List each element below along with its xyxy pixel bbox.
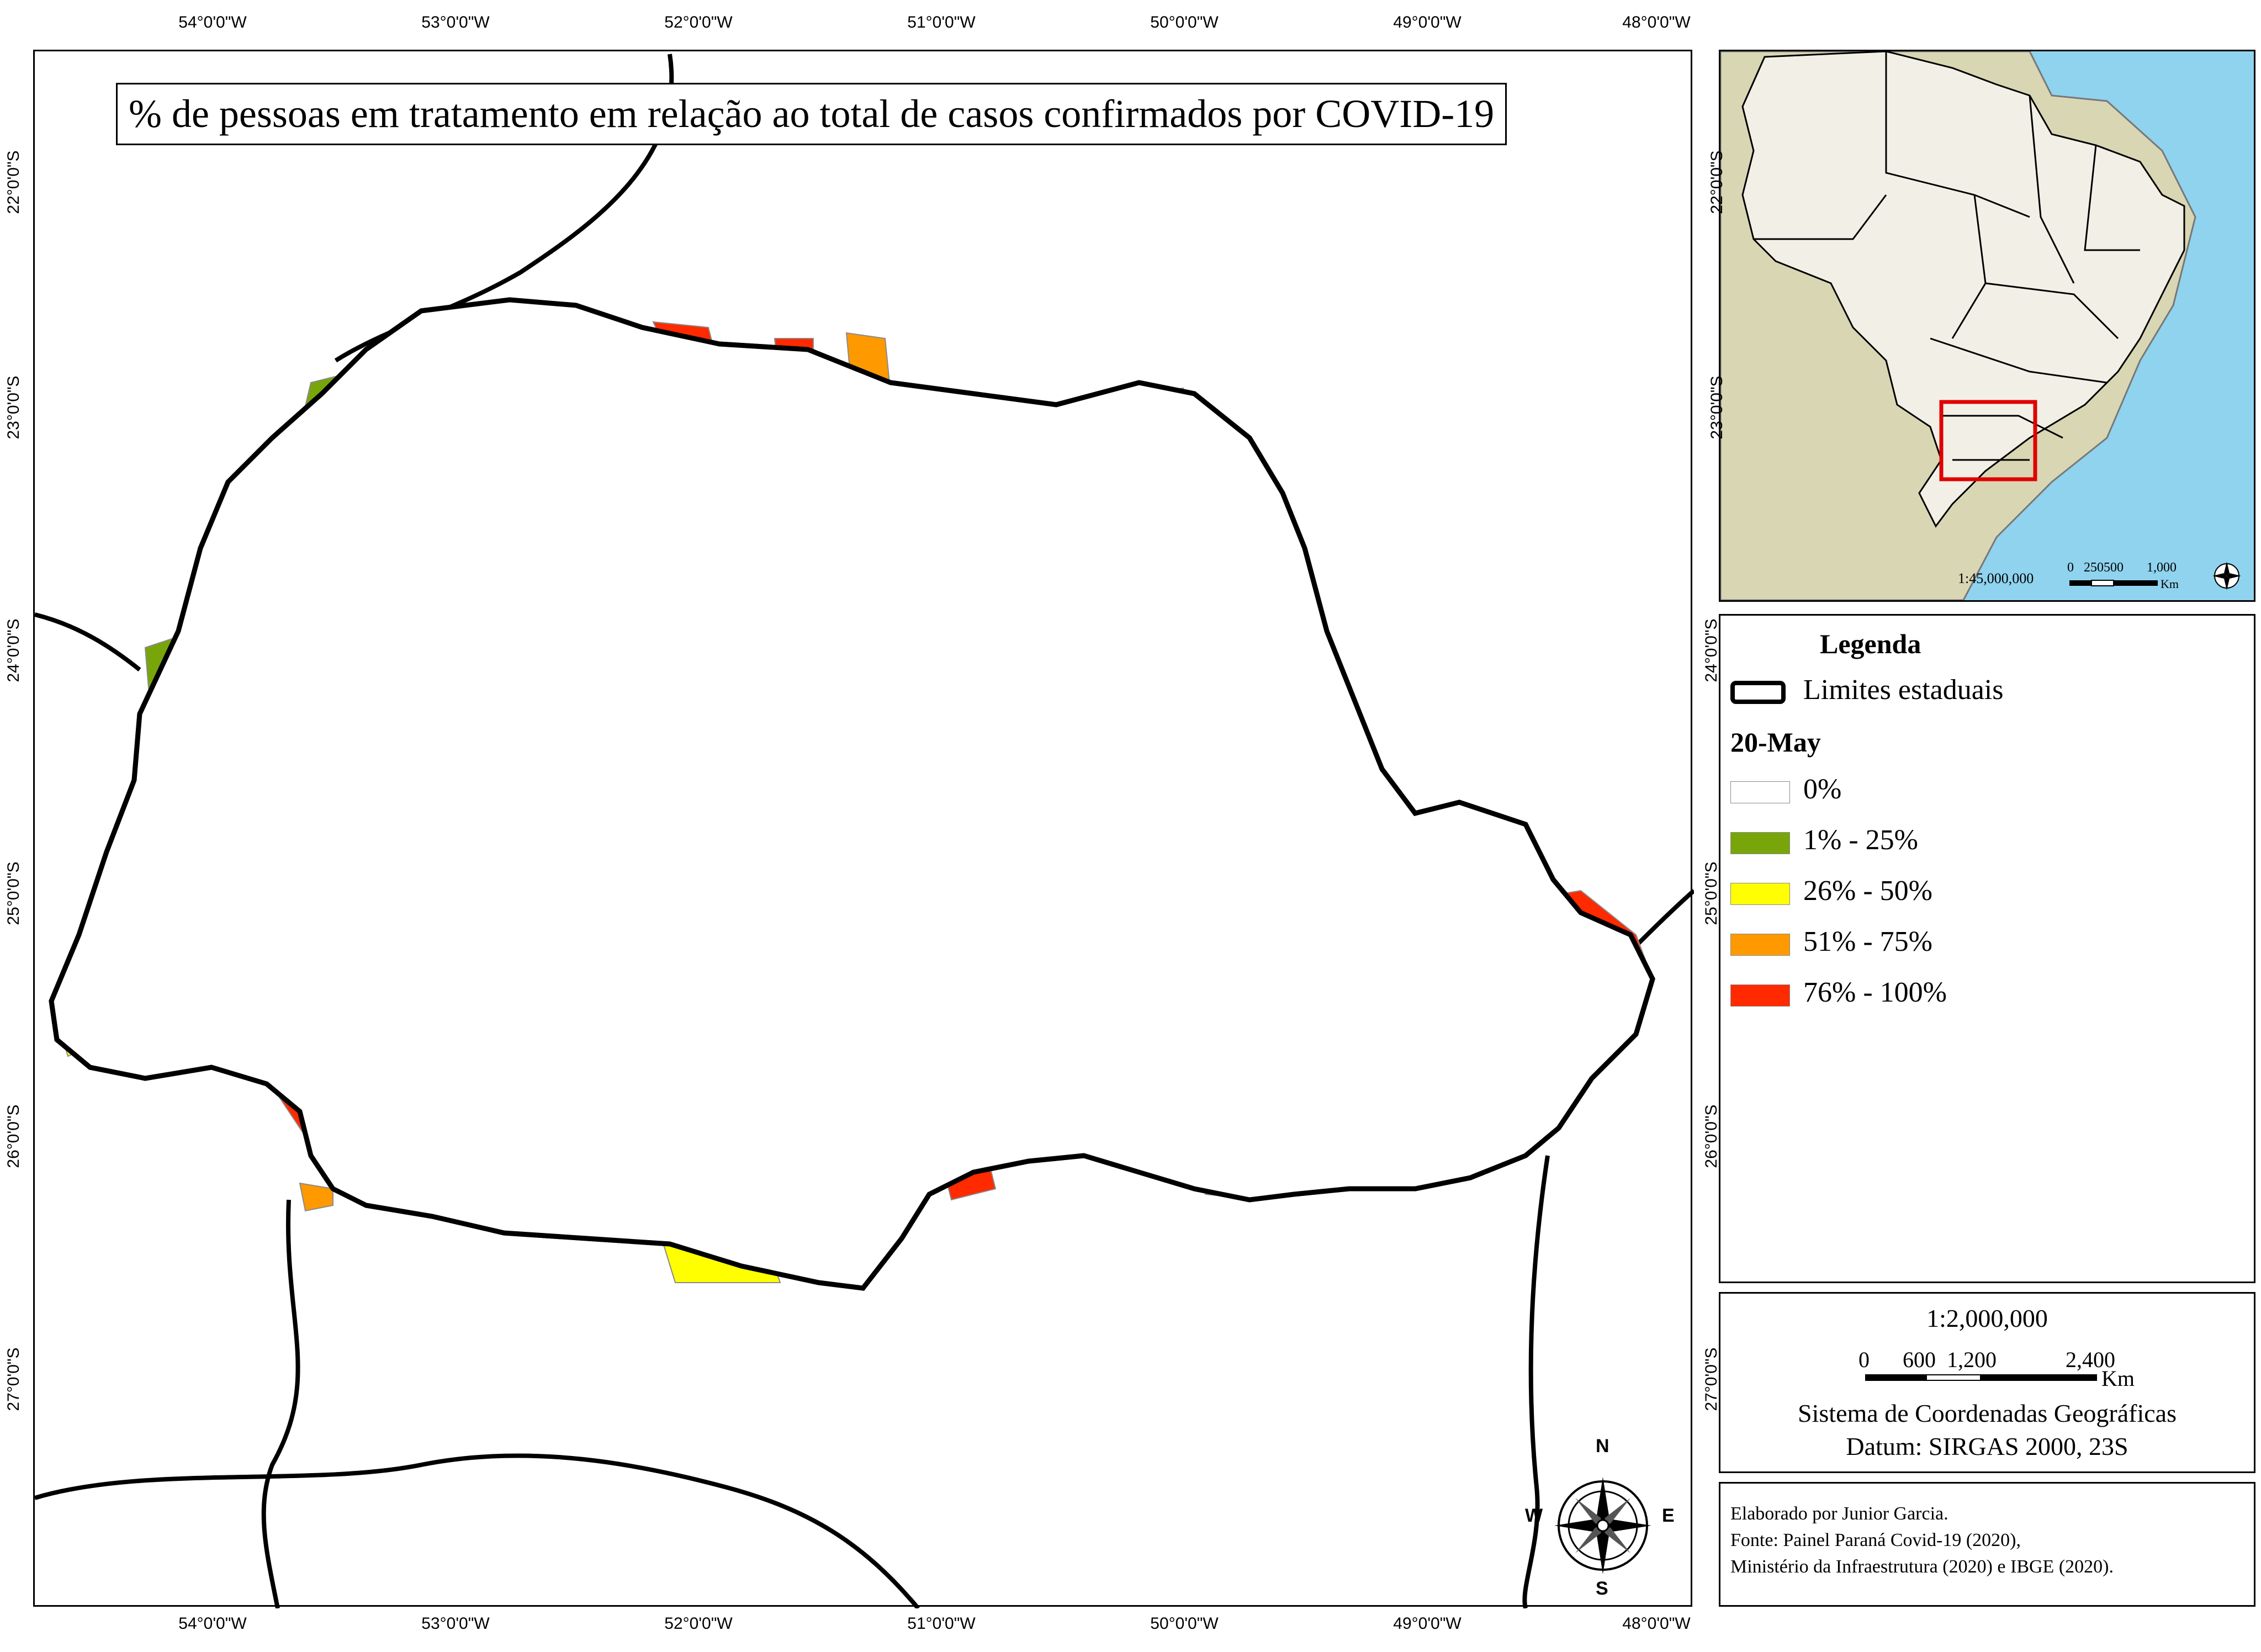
inset-map-svg (1720, 51, 2254, 600)
legend-class-label: 26% - 50% (1803, 875, 1932, 907)
compass-w-label: W (1525, 1505, 1543, 1526)
boundary-south (35, 1453, 920, 1608)
scalebar-segment (1981, 1374, 2097, 1381)
lat-tick-left: 22°0'0"S (4, 150, 23, 214)
legend-date-label: 20-May (1730, 727, 1821, 758)
credit-author: Elaborado por Junior Garcia. (1730, 1503, 1948, 1524)
inset-scalebar-segment (2069, 580, 2091, 586)
legend-swatch-4 (1730, 984, 1790, 1007)
credit-source: Fonte: Painel Paraná Covid-19 (2020), (1730, 1530, 2021, 1550)
legend-class-label: 51% - 75% (1803, 926, 1932, 957)
inset-map: 1:45,000,000 0 250500 1,000 Km (1719, 50, 2255, 602)
lon-tick-top: 52°0'0"W (664, 13, 733, 31)
lon-tick-top: 49°0'0"W (1393, 13, 1462, 31)
state-boundary-symbol (1730, 681, 1786, 704)
inset-scalebar-unit: Km (2161, 577, 2179, 591)
lon-tick-bottom: 49°0'0"W (1393, 1614, 1462, 1633)
lon-tick-bottom: 50°0'0"W (1150, 1614, 1219, 1633)
lat-tick-left: 25°0'0"S (4, 861, 23, 925)
lon-tick-top: 50°0'0"W (1150, 13, 1219, 31)
lon-tick-bottom: 48°0'0"W (1622, 1614, 1691, 1633)
scale-panel: 1:2,000,000 0 600 1,200 2,400 Km Sistema… (1719, 1292, 2255, 1473)
compass-n-label: N (1596, 1436, 1609, 1457)
lat-tick-right: 26°0'0"S (1702, 1104, 1720, 1168)
scalebar-label: 2,400 (2066, 1347, 2115, 1372)
legend-swatch-2 (1730, 883, 1790, 905)
legend-class-label: 76% - 100% (1803, 977, 1947, 1008)
map-scale-text: 1:2,000,000 (1926, 1304, 2048, 1332)
scalebar-label: 600 (1903, 1347, 1936, 1372)
municipality (299, 1182, 333, 1212)
lat-tick-right: 24°0'0"S (1702, 618, 1720, 682)
compass-e-label: E (1662, 1505, 1675, 1526)
main-map-svg (35, 54, 1694, 1608)
lon-tick-top: 54°0'0"W (178, 13, 247, 31)
inset-scale-text: 1:45,000,000 (1958, 570, 2034, 586)
legend-swatch-1 (1730, 832, 1790, 854)
legend-title: Legenda (1820, 628, 1921, 659)
state-boundary-label: Limites estaduais (1803, 674, 2004, 706)
inset-scalebar-label: 0 (2067, 560, 2074, 575)
coastline-sc (1522, 1155, 1550, 1608)
legend-class-label: 1% - 25% (1803, 824, 1918, 856)
datum-text: Datum: SIRGAS 2000, 23S (1846, 1432, 2128, 1460)
scalebar-segment (1865, 1374, 1926, 1381)
brazil-land (1741, 51, 2185, 528)
lon-tick-bottom: 52°0'0"W (664, 1614, 733, 1633)
lon-tick-top: 53°0'0"W (421, 13, 490, 31)
legend-class-label: 0% (1803, 774, 1842, 805)
brazil-state-lines (1754, 51, 2140, 461)
compass-s-label: S (1596, 1578, 1608, 1599)
scalebar-segment (1926, 1374, 1981, 1381)
inset-lat-tick: 23°0'0"S (1708, 375, 1726, 440)
lon-tick-top: 48°0'0"W (1622, 13, 1691, 31)
main-map-frame (33, 50, 1694, 1608)
scalebar-label: 1,200 (1947, 1347, 1997, 1372)
legend-swatch-3 (1730, 934, 1790, 956)
lon-tick-bottom: 51°0'0"W (907, 1614, 976, 1633)
inset-scalebar-label: 250500 (2084, 560, 2124, 575)
map-title: % de pessoas em tratamento em relação ao… (116, 83, 1507, 145)
lon-tick-bottom: 53°0'0"W (421, 1614, 490, 1633)
boundary-west (35, 612, 141, 672)
crs-text: Sistema de Coordenadas Geográficas (1798, 1399, 2177, 1427)
lon-tick-top: 51°0'0"W (907, 13, 976, 31)
inset-north-arrow (2212, 562, 2241, 590)
lat-tick-right: 27°0'0"S (1702, 1347, 1720, 1411)
inset-scalebar-segment (2114, 580, 2158, 586)
credit-source: Ministério da Infraestrutura (2020) e IB… (1730, 1556, 2114, 1577)
boundary-sc-west (261, 1199, 300, 1608)
lat-tick-left: 26°0'0"S (4, 1104, 23, 1168)
lat-tick-left: 24°0'0"S (4, 618, 23, 682)
north-arrow (1554, 1477, 1651, 1574)
lat-tick-left: 27°0'0"S (4, 1347, 23, 1411)
lon-tick-bottom: 54°0'0"W (178, 1614, 247, 1633)
inset-lat-tick: 22°0'0"S (1708, 150, 1726, 214)
scalebar-label: 0 (1858, 1347, 1870, 1372)
lat-tick-left: 23°0'0"S (4, 375, 23, 440)
lat-tick-right: 25°0'0"S (1702, 861, 1720, 925)
credits-panel: Elaborado por Junior Garcia. Fonte: Pain… (1719, 1482, 2255, 1607)
study-area-highlight (1939, 400, 2037, 481)
legend-panel: Legenda Limites estaduais 20-May 0% 1% -… (1719, 614, 2255, 1283)
legend-swatch-0 (1730, 781, 1790, 803)
scalebar-unit: Km (2101, 1366, 2135, 1391)
inset-scalebar-segment (2091, 580, 2114, 586)
inset-scalebar-label: 1,000 (2147, 560, 2177, 575)
